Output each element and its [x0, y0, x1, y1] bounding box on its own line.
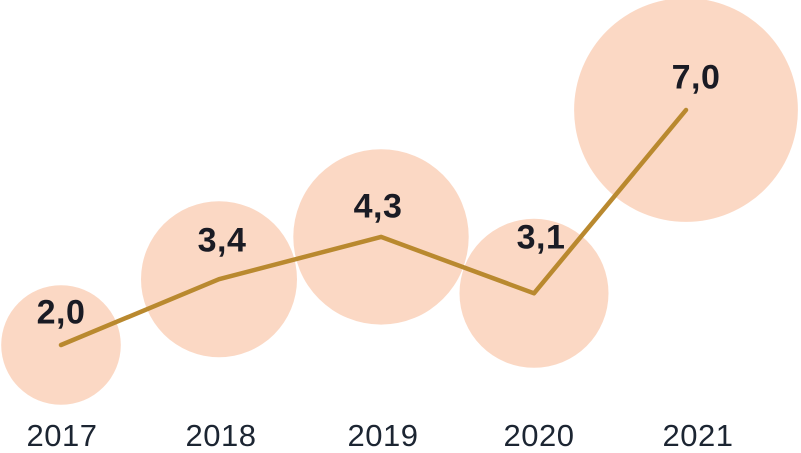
trend-line	[58, 107, 689, 348]
x-axis-label-2020: 2020	[503, 418, 575, 453]
x-axis-label-2021: 2021	[662, 418, 734, 453]
value-label-2017: 2,0	[36, 293, 86, 332]
value-label-2021: 7,0	[671, 58, 721, 97]
x-axis-label-2019: 2019	[347, 418, 419, 453]
value-label-2020: 3,1	[516, 218, 566, 257]
x-axis-label-2018: 2018	[185, 418, 257, 453]
value-label-2019: 4,3	[353, 187, 403, 226]
value-label-2018: 3,4	[197, 221, 247, 260]
x-axis-label-2017: 2017	[26, 418, 98, 453]
